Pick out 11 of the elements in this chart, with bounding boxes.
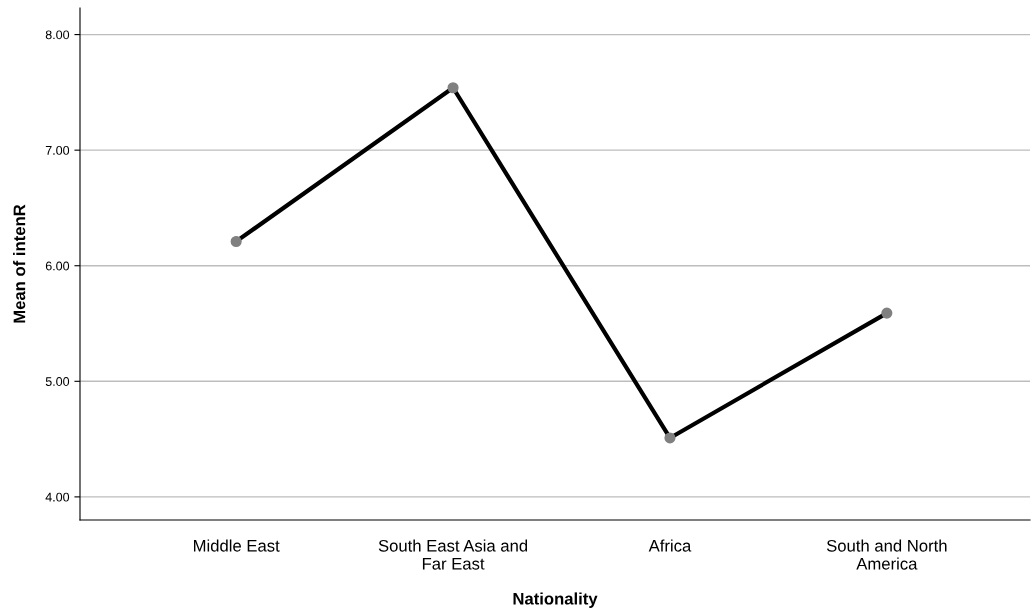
x-tick-label: South East Asia and Far East (378, 539, 528, 570)
y-tick-label: 5.00 (45, 377, 70, 386)
x-tick-label: Middle East (194, 539, 280, 552)
y-tick-label: 7.00 (45, 145, 70, 155)
y-tick-label: 6.00 (45, 261, 70, 271)
x-tick-label: South and North America (826, 539, 947, 570)
y-tick-label: 8.00 (45, 30, 70, 40)
y-axis-title: Mean of intenR (13, 204, 26, 323)
x-tick-label: Africa (648, 539, 692, 552)
x-axis-title: Nationality (513, 592, 598, 608)
y-tick-label: 4.00 (45, 492, 70, 502)
